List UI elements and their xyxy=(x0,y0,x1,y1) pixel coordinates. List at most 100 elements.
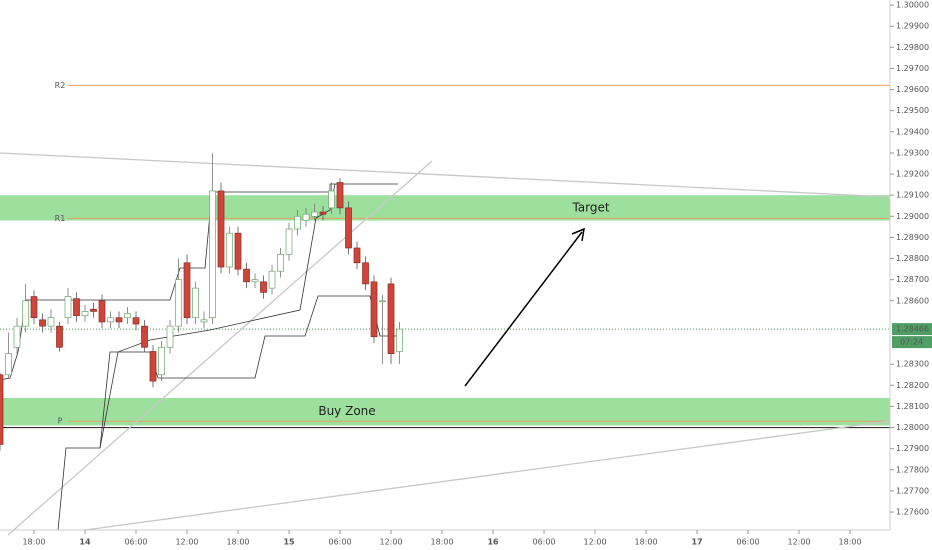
x-tick-label: 16 xyxy=(487,538,499,547)
candle-body xyxy=(132,317,140,325)
candle-body xyxy=(370,281,378,338)
y-tick-label: 1.28000 xyxy=(896,423,929,432)
candle-body xyxy=(0,374,4,445)
y-tick-label: 1.28200 xyxy=(896,381,929,390)
candle-body xyxy=(39,319,46,327)
candle-body xyxy=(260,281,267,293)
arrow xyxy=(464,231,583,387)
y-tick-label: 1.28300 xyxy=(896,360,929,369)
candle-body xyxy=(362,262,369,285)
y-tick-label: 1.29300 xyxy=(896,148,929,157)
candle-body xyxy=(277,253,284,272)
candle-body xyxy=(387,283,395,354)
candle-body xyxy=(158,346,165,376)
candle-body xyxy=(90,308,97,312)
candle-body xyxy=(13,325,21,348)
level-label: R1 xyxy=(55,214,66,223)
y-tick-label: 1.28700 xyxy=(896,275,929,284)
x-tick-label: 18:00 xyxy=(22,538,45,547)
candle-body xyxy=(353,247,361,264)
candle-body xyxy=(345,207,352,249)
indicator-line xyxy=(99,183,336,449)
zone xyxy=(0,195,890,221)
candle-body xyxy=(294,215,301,230)
trend-line xyxy=(0,152,891,198)
candle-body xyxy=(396,328,403,352)
y-tick-label: 1.29200 xyxy=(896,170,929,179)
y-tick-label: 1.28900 xyxy=(896,233,929,242)
x-tick-label: 12:00 xyxy=(788,538,811,547)
x-tick-label: 06:00 xyxy=(737,538,760,547)
x-tick-label: 15 xyxy=(283,538,295,547)
candle-body xyxy=(200,319,208,323)
y-tick-label: 1.27700 xyxy=(896,486,929,495)
x-tick-label: 18:00 xyxy=(635,538,658,547)
candles xyxy=(0,152,403,451)
candle-body xyxy=(47,317,55,327)
x-tick-label: 18:00 xyxy=(430,538,453,547)
x-tick-label: 12:00 xyxy=(175,538,198,547)
candle-body xyxy=(379,300,386,303)
last-price-label: 1.28466 xyxy=(896,325,929,334)
candle-body xyxy=(64,296,72,319)
y-tick-label: 1.29600 xyxy=(896,85,929,94)
x-tick-label: 12:00 xyxy=(379,538,402,547)
zone-label: Buy Zone xyxy=(318,404,375,418)
y-tick-label: 1.27800 xyxy=(896,465,929,474)
candle-body xyxy=(328,190,335,209)
countdown-box xyxy=(892,336,932,349)
level-label: P xyxy=(58,417,63,426)
candle-body xyxy=(149,351,157,382)
candle-body xyxy=(5,353,12,376)
arrow-head xyxy=(571,227,585,242)
trend-line xyxy=(84,420,891,531)
candle-body xyxy=(285,228,293,255)
y-tick-label: 1.29000 xyxy=(896,212,929,221)
candle-body xyxy=(81,311,89,316)
x-tick-label: 06:00 xyxy=(328,538,351,547)
zone-label: Target xyxy=(571,200,609,214)
x-tick-label: 06:00 xyxy=(124,538,147,547)
candle-body xyxy=(98,300,106,323)
y-tick-label: 1.28800 xyxy=(896,254,929,263)
levels: R2 R1 P xyxy=(0,81,890,429)
candle-body xyxy=(73,298,80,316)
candle-body xyxy=(124,313,131,319)
candle-body xyxy=(175,279,182,327)
candle-body xyxy=(166,325,174,348)
y-tick-label: 1.29800 xyxy=(896,43,929,52)
y-tick-label: 1.29400 xyxy=(896,127,929,136)
candle-body xyxy=(268,270,276,289)
candle-body xyxy=(234,232,242,270)
level-label: R2 xyxy=(55,81,66,90)
y-tick-label: 1.29900 xyxy=(896,22,929,31)
y-tick-label: 1.27600 xyxy=(896,508,929,517)
y-tick-label: 1.28600 xyxy=(896,296,929,305)
y-tick-label: 1.29500 xyxy=(896,106,929,115)
candle-body xyxy=(22,300,29,327)
y-tick-label: 1.27900 xyxy=(896,444,929,453)
x-tick-label: 18:00 xyxy=(839,538,862,547)
indicator-line xyxy=(0,183,398,381)
candle-body xyxy=(217,190,225,268)
candle-body xyxy=(30,296,38,319)
countdown-label: 07:24 xyxy=(900,338,923,347)
candle-body xyxy=(336,182,344,209)
x-tick-label: 14 xyxy=(79,538,91,547)
x-tick-label: 12:00 xyxy=(584,538,607,547)
candle-body xyxy=(141,325,148,348)
y-tick-label: 1.29700 xyxy=(896,64,929,73)
candle-body xyxy=(183,262,191,319)
drawings xyxy=(0,152,891,536)
candle-body xyxy=(302,213,310,221)
x-tick-label: 06:00 xyxy=(532,538,555,547)
candle-body xyxy=(251,279,259,283)
candle-body xyxy=(209,190,216,319)
y-tick-label: 1.30000 xyxy=(896,1,929,10)
candle-body xyxy=(192,287,199,319)
x-tick-label: 18:00 xyxy=(226,538,249,547)
x-tick-label: 17 xyxy=(691,538,702,547)
candle-body xyxy=(243,268,250,283)
y-tick-label: 1.29100 xyxy=(896,191,929,200)
